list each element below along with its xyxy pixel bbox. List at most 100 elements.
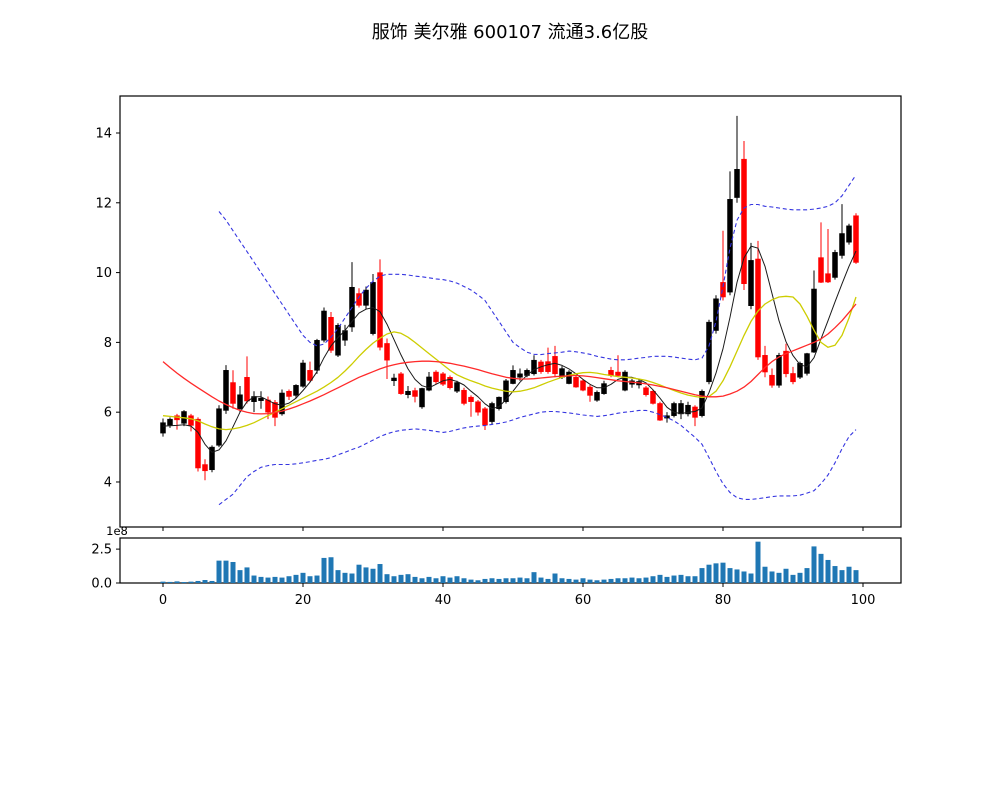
volume-bar	[741, 571, 747, 583]
chart-title: 服饰 美尔雅 600107 流通3.6亿股	[372, 22, 649, 43]
x-tick-label: 60	[575, 593, 592, 608]
candle-down	[573, 377, 579, 388]
candle-up	[832, 252, 838, 278]
volume-bar	[244, 567, 250, 583]
candle-down	[790, 373, 796, 383]
volume-bar	[559, 578, 565, 583]
candle-down	[307, 370, 313, 381]
volume-bar	[818, 553, 824, 583]
candle-up	[517, 373, 523, 378]
candle-up	[454, 382, 460, 392]
volume-bar	[496, 578, 502, 583]
volume-bar	[209, 580, 215, 583]
volume-bar	[552, 573, 558, 583]
volume-bar	[167, 581, 173, 583]
volume-bar	[720, 562, 726, 583]
candle-down	[643, 387, 649, 395]
candle-down	[286, 390, 292, 397]
volume-bar	[601, 579, 607, 583]
candle-up	[300, 362, 306, 387]
price-y-tick-label: 8	[104, 336, 112, 351]
candle-down	[825, 273, 831, 283]
x-tick-label: 40	[435, 593, 452, 608]
candle-down	[615, 371, 621, 376]
volume-bar	[398, 574, 404, 583]
volume-y-tick-label: 0.0	[91, 577, 112, 592]
volume-bar	[202, 580, 208, 583]
candle-up	[713, 298, 719, 331]
volume-bar	[713, 563, 719, 583]
x-tick-label: 0	[159, 593, 167, 608]
candle-down	[853, 215, 859, 263]
volume-bar	[419, 578, 425, 583]
candle-up	[405, 390, 411, 395]
volume-bar	[636, 578, 642, 583]
volume-panel: 0.0 2.5 1e8 0 20 40 60 80 100	[91, 524, 902, 608]
candle-up	[426, 376, 432, 391]
candle-up	[811, 288, 817, 353]
price-axes-frame	[119, 95, 902, 528]
bollinger-upper-blue-dashed	[218, 174, 857, 361]
candle-down	[762, 355, 768, 373]
volume-bar	[356, 564, 362, 583]
volume-bar	[699, 568, 705, 583]
candle-down	[195, 418, 201, 469]
candle-up	[776, 355, 782, 386]
candle-up	[209, 446, 215, 471]
volume-bar	[405, 574, 411, 583]
candle-down	[398, 373, 404, 394]
candle-up	[566, 371, 572, 384]
volume-bar	[762, 566, 768, 583]
volume-bar	[846, 566, 852, 583]
volume-bar	[811, 546, 817, 583]
candle-down	[412, 390, 418, 397]
volume-bar	[160, 581, 166, 583]
volume-bar	[181, 582, 187, 584]
volume-bar	[475, 580, 481, 583]
volume-bar	[790, 574, 796, 583]
candle-down	[230, 382, 236, 404]
candle-up	[216, 408, 222, 446]
volume-bar	[363, 567, 369, 583]
volume-bar	[468, 579, 474, 583]
volume-bar	[650, 576, 656, 583]
candle-down	[580, 380, 586, 391]
price-y-tick-label: 4	[104, 475, 112, 490]
candle-up	[160, 422, 166, 434]
volume-bar	[671, 575, 677, 583]
volume-bar	[678, 574, 684, 583]
volume-bar	[853, 570, 859, 583]
volume-bar	[615, 578, 621, 583]
volume-bar	[748, 573, 754, 583]
volume-bar	[706, 564, 712, 583]
volume-bar	[342, 572, 348, 583]
candle-up	[363, 289, 369, 306]
candle-up	[531, 359, 537, 375]
volume-bar	[188, 581, 194, 583]
volume-bar	[580, 578, 586, 583]
mid-ma-yellow	[162, 295, 857, 431]
candle-down	[741, 158, 747, 285]
candle-up	[748, 260, 754, 306]
candle-up	[419, 388, 425, 408]
volume-bar	[587, 579, 593, 583]
volume-bar	[216, 560, 222, 583]
volume-bar	[384, 574, 390, 583]
candle-down	[461, 389, 467, 404]
volume-y-tick-label: 2.5	[91, 543, 112, 558]
volume-bar	[258, 576, 264, 583]
volume-bar	[734, 569, 740, 583]
bollinger-lower-blue-dashed	[218, 409, 857, 506]
candle-up	[706, 321, 712, 383]
candle-down	[769, 374, 775, 386]
candle-up	[804, 353, 810, 374]
volume-bar	[685, 576, 691, 583]
volume-bar	[566, 578, 572, 583]
candle-up	[391, 377, 397, 382]
volume-bar	[825, 559, 831, 583]
x-tick-label: 100	[851, 593, 876, 608]
candle-down	[356, 293, 362, 306]
volume-bar	[783, 568, 789, 583]
candle-up	[279, 392, 285, 415]
volume-bar	[755, 541, 761, 583]
